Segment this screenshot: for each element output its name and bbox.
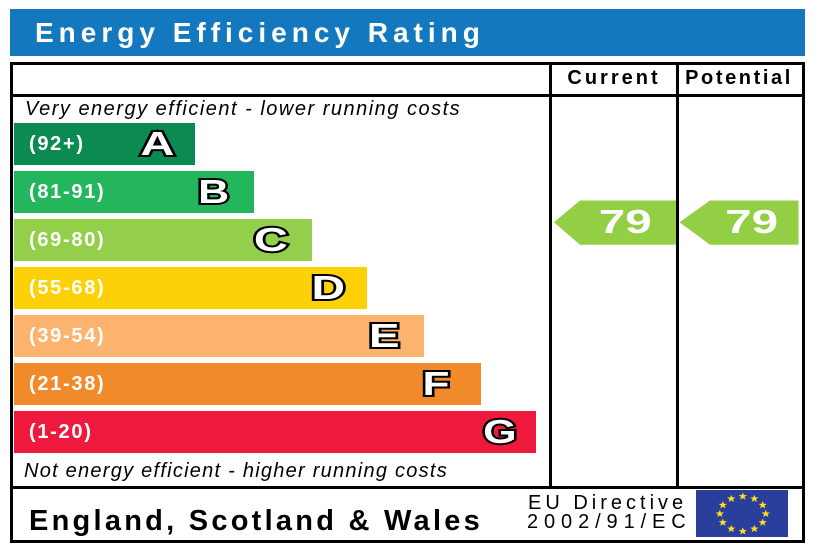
svg-text:79: 79 [599,203,652,240]
svg-text:G: G [483,413,517,450]
svg-text:E: E [369,317,400,354]
svg-text:F: F [423,365,450,402]
svg-text:A: A [140,125,174,162]
svg-text:B: B [198,173,229,210]
svg-text:D: D [312,269,346,306]
svg-text:79: 79 [725,203,778,240]
svg-text:C: C [254,221,288,258]
